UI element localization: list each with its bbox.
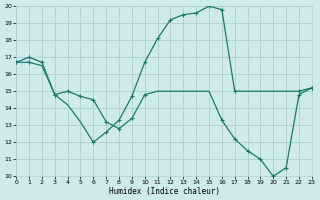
X-axis label: Humidex (Indice chaleur): Humidex (Indice chaleur) xyxy=(108,187,220,196)
